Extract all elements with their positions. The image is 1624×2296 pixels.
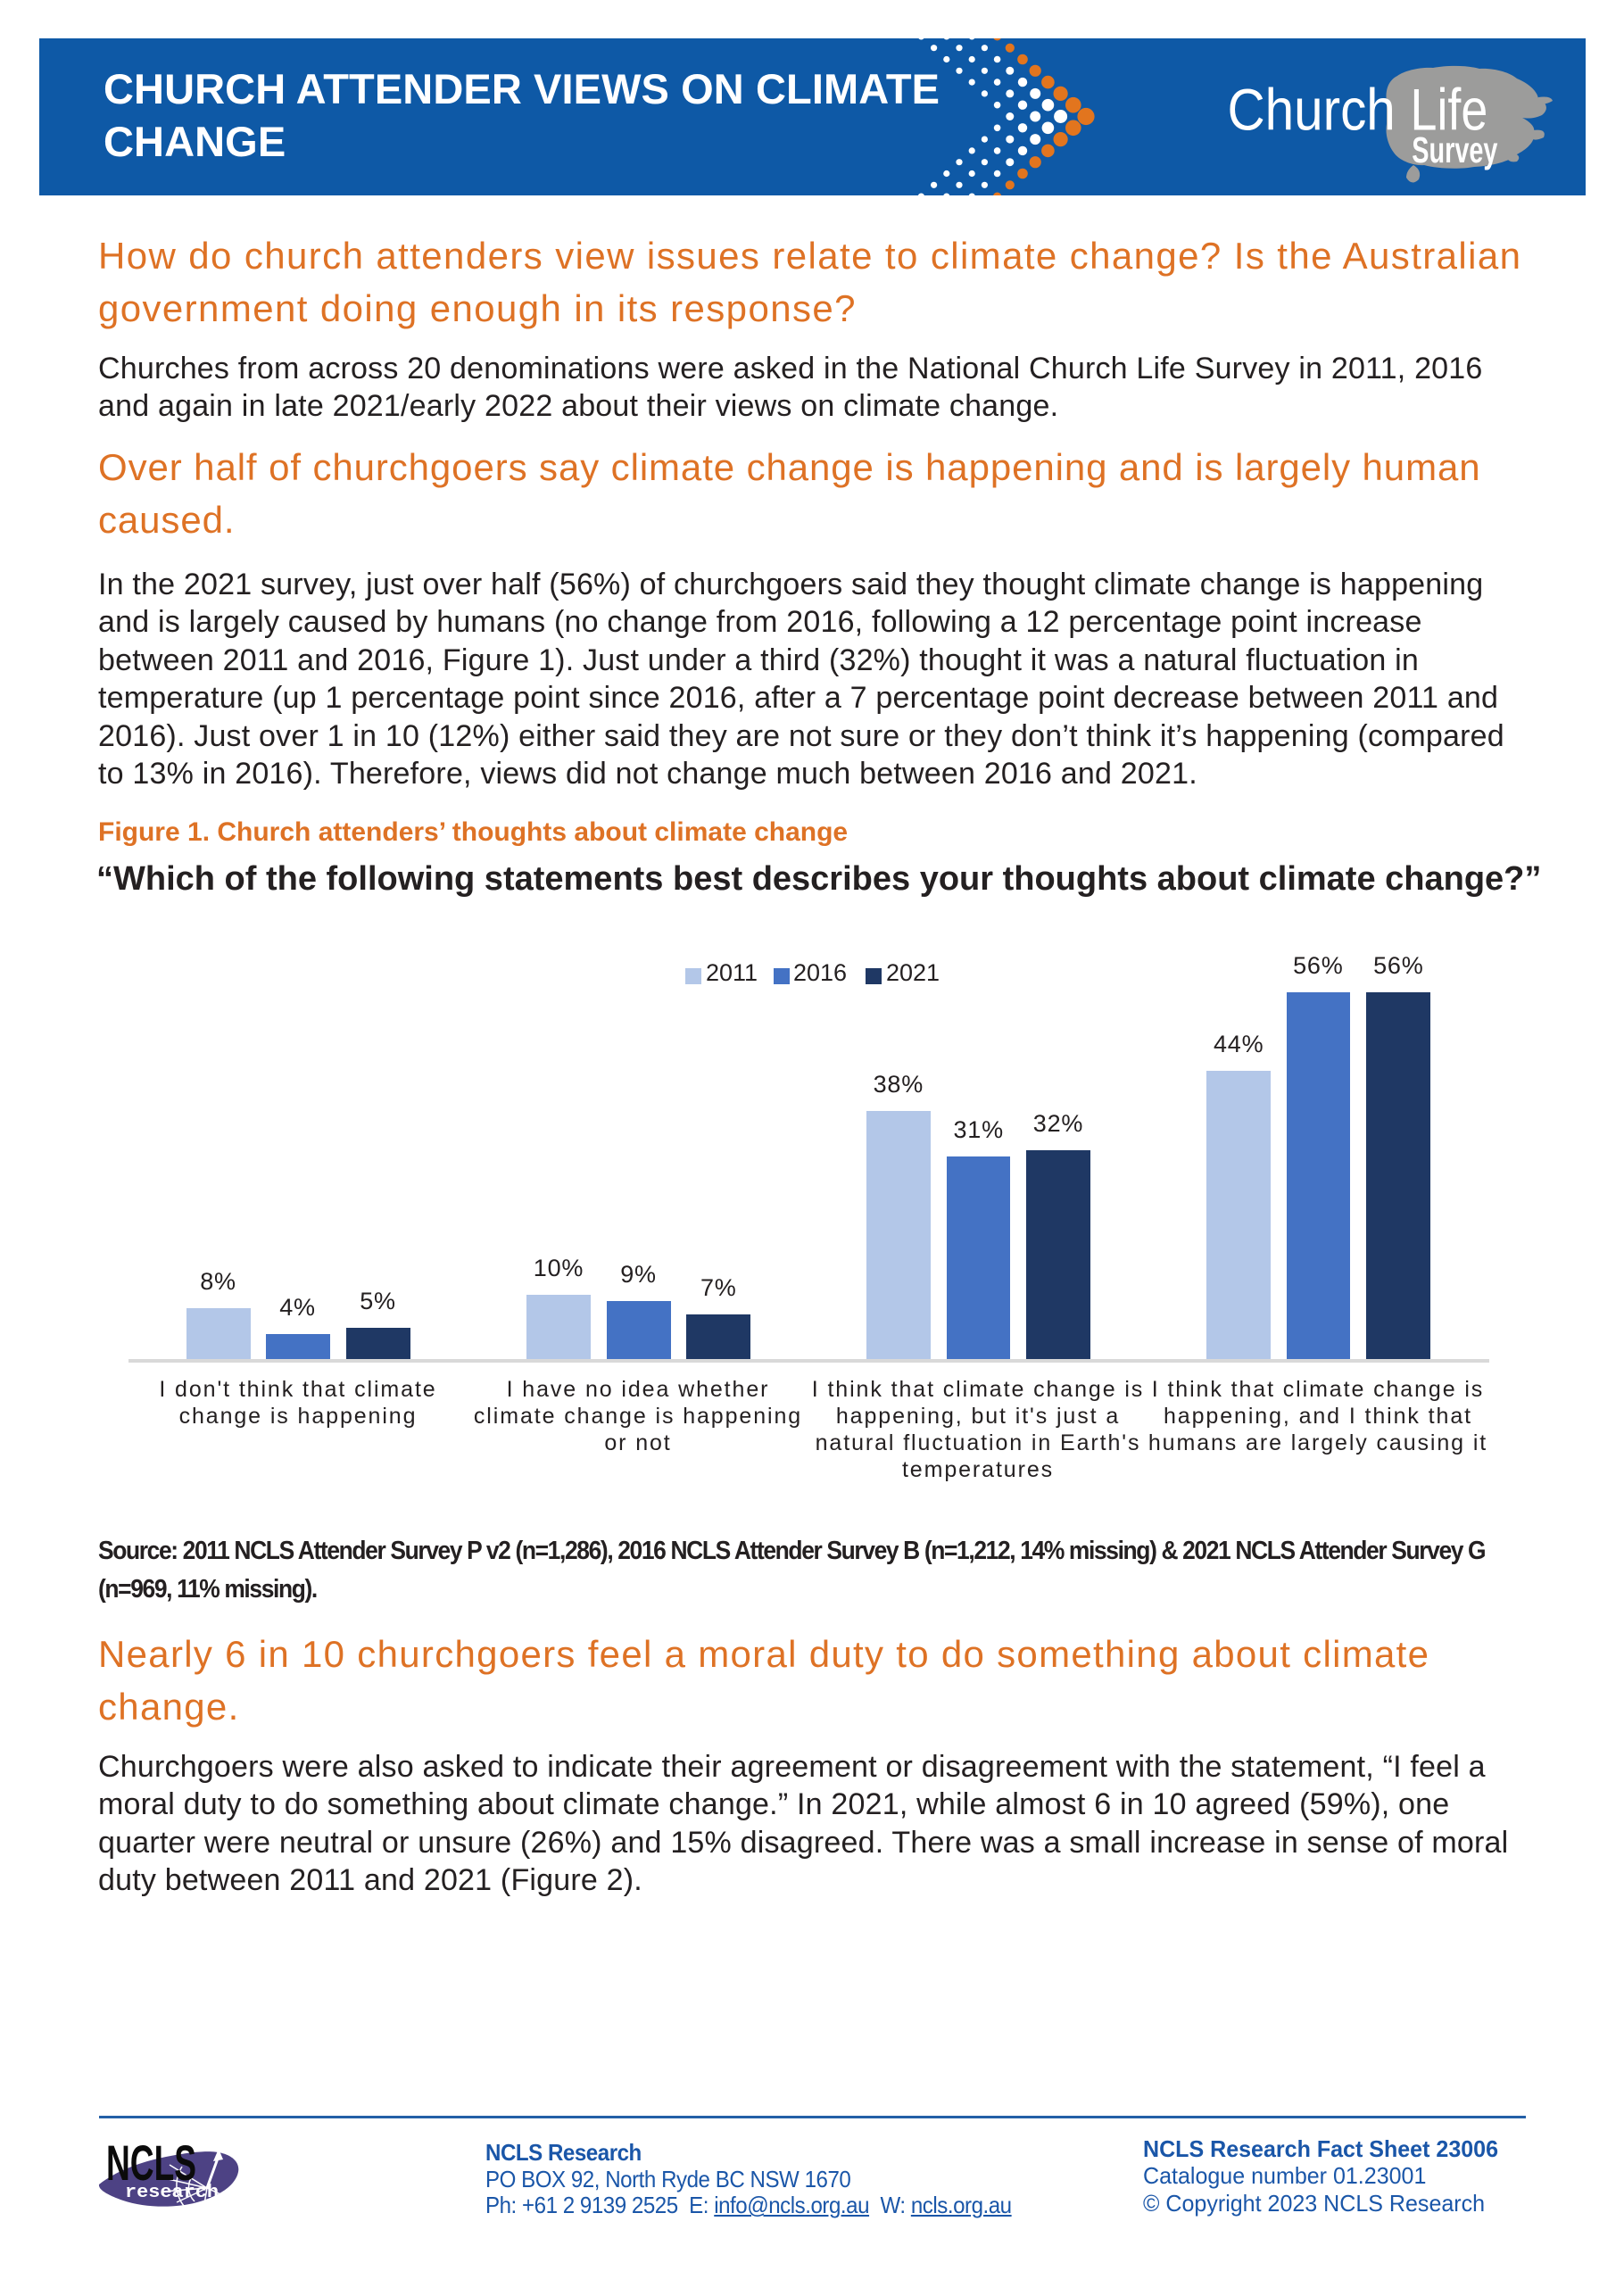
svg-text:NCLS: NCLS — [106, 2136, 196, 2192]
svg-text:Church: Church — [1228, 76, 1396, 142]
svg-text:research: research — [125, 2183, 219, 2203]
svg-text:Life: Life — [1411, 76, 1488, 142]
svg-text:Survey: Survey — [1412, 129, 1497, 170]
